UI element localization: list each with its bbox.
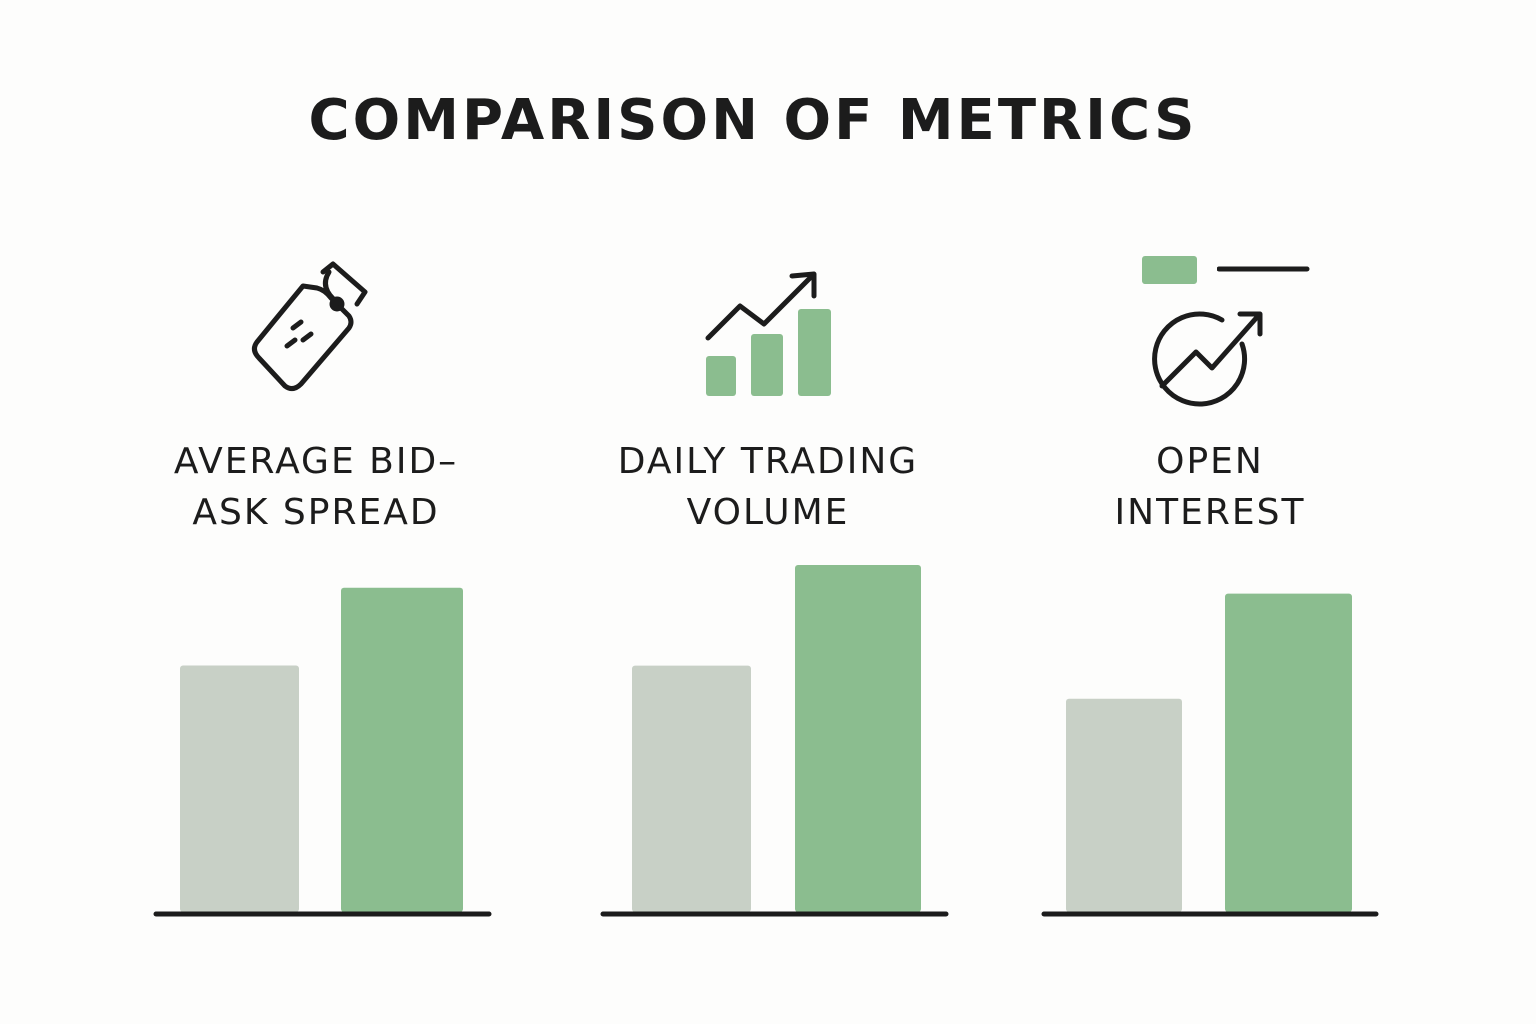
bar-1-2 [341,587,463,912]
bar-3-1 [1066,698,1182,912]
metric-label: DAILY TRADING VOLUME [617,441,919,533]
chart-title: COMPARISON OF METRICS [308,88,1198,153]
panel-bid-ask-spread: AVERAGE BID– ASK SPREAD [0,0,512,1024]
price-tag-icon [251,261,368,392]
bar-1-1 [180,665,299,912]
circle-growth-arrow-icon [1152,311,1263,407]
panel-daily-trading-volume: DAILY TRADING VOLUME [512,0,1024,1024]
metric-label: AVERAGE BID– ASK SPREAD [173,441,459,533]
bar-2-2 [795,565,921,912]
legend-swatch-icon [1142,256,1197,284]
panel-open-interest: OPEN INTEREST [1024,0,1536,1024]
metric-label: OPEN INTEREST [1114,441,1306,533]
bar-2-1 [632,665,751,912]
legend-line-icon [1217,266,1310,272]
trending-bars-icon [705,271,831,396]
bar-3-2 [1225,593,1352,912]
